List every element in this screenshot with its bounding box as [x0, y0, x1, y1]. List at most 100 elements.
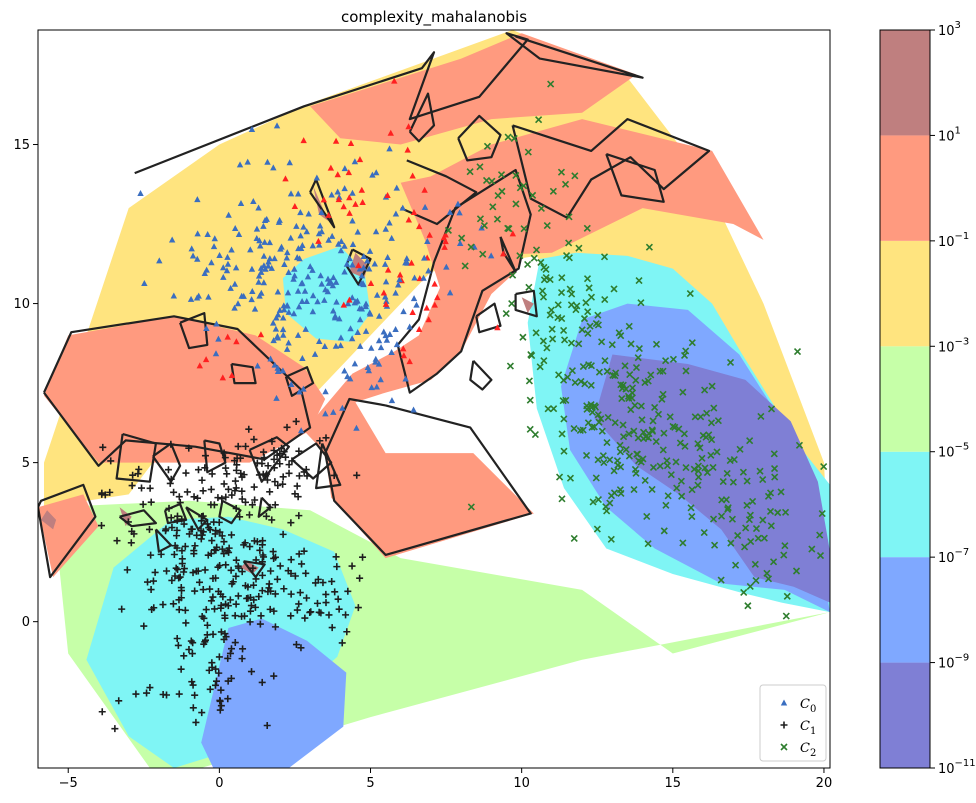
point-c1	[291, 572, 299, 580]
point-c1	[188, 650, 196, 658]
point-c2	[751, 560, 759, 568]
point-c0	[357, 342, 364, 349]
point-c2	[488, 177, 496, 185]
point-c1	[232, 600, 240, 608]
point-c1	[181, 542, 189, 550]
point-c1	[224, 677, 232, 685]
point-c0	[285, 339, 292, 346]
point-c0	[322, 286, 329, 293]
point-c1	[243, 594, 251, 602]
point-c1	[240, 471, 248, 479]
point-c2	[709, 463, 717, 471]
point-c1	[266, 605, 274, 613]
point-c2	[506, 362, 514, 370]
point-c0	[360, 281, 367, 288]
point-c1	[206, 685, 214, 693]
point-c0	[353, 424, 360, 431]
point-c1	[135, 465, 143, 473]
colorbar-band-1	[880, 557, 930, 663]
point-c1	[252, 575, 260, 583]
legend-label-c2: C2	[800, 741, 816, 759]
point-c2	[603, 438, 611, 447]
point-c0	[406, 358, 413, 365]
x-tick: 20	[816, 768, 832, 791]
point-c1	[306, 608, 314, 616]
point-c0	[257, 242, 264, 249]
point-c2	[767, 522, 775, 530]
point-c1	[278, 444, 286, 452]
point-c1	[221, 630, 229, 638]
point-c2	[681, 442, 689, 450]
point-c2	[745, 516, 753, 524]
point-c1	[263, 721, 271, 729]
point-c2	[662, 501, 670, 509]
legend-item-c1: C1	[780, 719, 816, 737]
point-c0	[352, 200, 359, 207]
point-c2	[535, 116, 543, 124]
point-c2	[627, 340, 635, 348]
point-c1	[99, 443, 107, 451]
point-c2	[770, 450, 778, 458]
point-c1	[256, 620, 264, 628]
point-c0	[382, 293, 389, 300]
point-c0	[253, 225, 261, 232]
point-c0	[309, 266, 316, 273]
legend-marker-c2	[780, 743, 788, 751]
point-c0	[303, 228, 310, 235]
point-c2	[694, 440, 702, 448]
point-c2	[673, 484, 681, 492]
region-17	[521, 297, 534, 314]
point-c2	[639, 455, 647, 463]
point-c1	[258, 571, 266, 579]
point-c1	[217, 702, 225, 710]
point-c2	[467, 243, 475, 251]
point-c1	[322, 434, 330, 442]
point-c0	[346, 296, 353, 303]
point-c2	[743, 477, 751, 485]
colorbar-tick: 10−3	[930, 336, 969, 355]
point-c2	[526, 425, 534, 433]
point-c2	[562, 396, 570, 404]
point-c2	[633, 450, 642, 458]
point-c1	[287, 612, 295, 620]
point-c1	[298, 560, 306, 568]
boundary-27	[154, 528, 173, 553]
point-c1	[197, 535, 205, 543]
point-c1	[132, 690, 140, 698]
point-c0	[434, 294, 441, 301]
point-c2	[626, 370, 634, 379]
point-c1	[265, 584, 273, 592]
point-c2	[679, 539, 687, 547]
point-c2	[617, 489, 625, 497]
point-c2	[760, 534, 768, 542]
point-c0	[251, 305, 259, 312]
point-c1	[174, 565, 182, 573]
point-c0	[208, 259, 215, 266]
point-c1	[199, 487, 207, 495]
point-c0	[337, 342, 344, 349]
point-c1	[212, 574, 220, 582]
point-c2	[666, 413, 674, 421]
point-c0	[193, 294, 201, 301]
point-c1	[192, 567, 200, 575]
point-c1	[253, 459, 261, 467]
point-c0	[373, 169, 380, 176]
point-c0	[279, 367, 287, 374]
legend-item-c2: C2	[780, 741, 816, 759]
point-c0	[156, 257, 163, 264]
point-c1	[178, 547, 186, 555]
point-c2	[688, 486, 696, 494]
point-c0	[295, 303, 303, 310]
point-c0	[316, 337, 323, 344]
point-c1	[165, 504, 173, 512]
point-c0	[376, 312, 383, 319]
point-c2	[630, 485, 638, 494]
point-c0	[224, 260, 232, 267]
point-c1	[270, 455, 278, 463]
point-c1	[98, 490, 106, 498]
point-c0	[454, 200, 462, 207]
point-c2	[547, 306, 555, 314]
point-c0	[327, 164, 335, 171]
point-c1	[173, 544, 181, 552]
point-c2	[540, 357, 548, 365]
